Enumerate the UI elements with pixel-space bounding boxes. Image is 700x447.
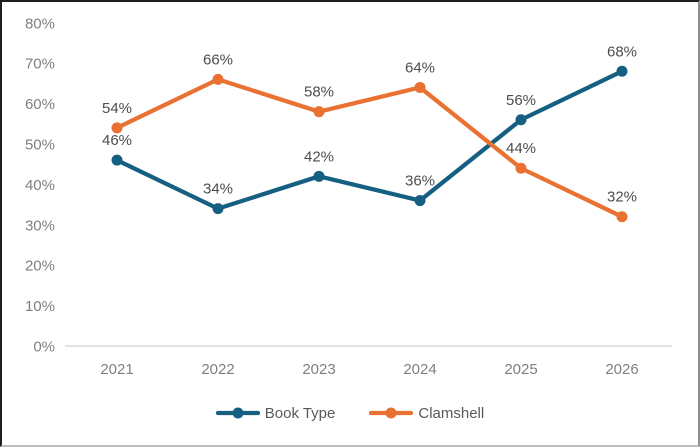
data-label-clamshell: 66% — [203, 51, 233, 68]
data-point-marker-book-type — [515, 114, 527, 126]
legend-item-clamshell: Clamshell — [369, 405, 484, 422]
data-point-marker-book-type — [616, 65, 628, 77]
x-tick-label: 2021 — [100, 361, 133, 378]
y-tick-label: 30% — [25, 217, 55, 234]
data-point-marker-clamshell — [616, 211, 628, 223]
legend-label-book-type: Book Type — [264, 404, 336, 422]
series-line-book-type — [114, 69, 625, 211]
x-tick-label: 2023 — [302, 361, 335, 378]
series-line-clamshell — [114, 77, 625, 219]
x-tick-label: 2022 — [201, 361, 234, 378]
x-tick-label: 2025 — [504, 361, 537, 378]
data-label-clamshell: 64% — [405, 59, 435, 76]
y-tick-label: 50% — [25, 137, 55, 154]
y-tick-label: 0% — [33, 339, 55, 356]
data-point-marker-clamshell — [313, 106, 325, 118]
data-label-book-type: 36% — [405, 173, 435, 190]
y-tick-label: 80% — [25, 15, 55, 32]
data-label-clamshell: 54% — [102, 100, 132, 117]
y-tick-label: 60% — [25, 96, 55, 113]
data-point-marker-book-type — [111, 154, 123, 166]
x-tick-label: 2026 — [605, 361, 638, 378]
data-label-book-type: 68% — [607, 43, 637, 60]
data-label-book-type: 56% — [506, 92, 536, 109]
y-tick-label: 70% — [25, 56, 55, 73]
data-label-clamshell: 32% — [607, 189, 637, 206]
legend-label-clamshell: Clamshell — [418, 404, 485, 422]
data-point-marker-book-type — [414, 195, 426, 207]
data-point-marker-book-type — [313, 170, 325, 182]
data-label-book-type: 34% — [203, 181, 233, 198]
legend-line-marker-icon — [215, 407, 260, 419]
data-point-marker-clamshell — [515, 162, 527, 174]
legend-line-marker-icon — [369, 407, 414, 419]
data-point-marker-clamshell — [111, 122, 123, 134]
data-point-marker-book-type — [212, 203, 224, 215]
data-label-clamshell: 58% — [304, 84, 334, 101]
y-tick-label: 20% — [25, 258, 55, 275]
data-label-book-type: 42% — [304, 148, 334, 165]
legend-item-book-type: Book Type — [215, 404, 336, 422]
chart-legend: Book Type Clamshell — [2, 400, 698, 426]
y-tick-label: 40% — [25, 177, 55, 194]
data-label-book-type: 46% — [102, 132, 132, 149]
data-point-marker-clamshell — [414, 81, 426, 93]
data-label-clamshell: 44% — [506, 140, 536, 157]
x-tick-label: 2024 — [403, 361, 436, 378]
data-point-marker-clamshell — [212, 73, 224, 85]
y-tick-label: 10% — [25, 298, 55, 315]
